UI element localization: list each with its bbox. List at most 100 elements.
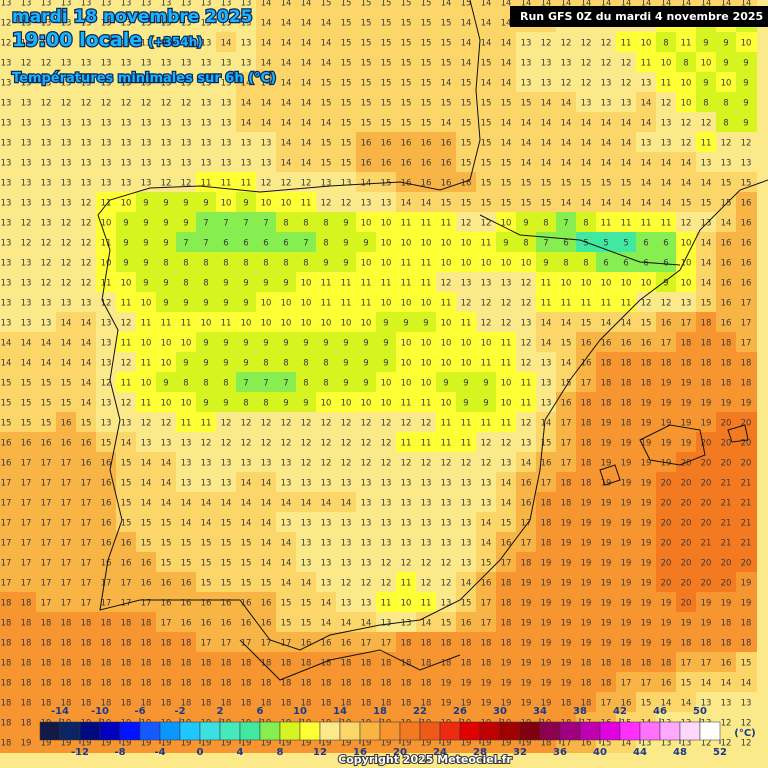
grid-value: 17: [81, 479, 92, 489]
grid-cell: [636, 112, 657, 133]
grid-cell: [256, 252, 277, 273]
grid-cell: [456, 132, 477, 153]
grid-value: 15: [61, 379, 72, 389]
grid-value: 14: [621, 119, 632, 129]
grid-value: 14: [541, 99, 552, 109]
grid-value: 11: [501, 359, 512, 369]
grid-value: 18: [741, 639, 752, 649]
grid-value: 9: [243, 339, 248, 349]
grid-value: 18: [741, 619, 752, 629]
grid-value: 13: [361, 499, 372, 509]
grid-cell: [476, 112, 497, 133]
grid-value: 12: [121, 399, 132, 409]
grid-value: 14: [561, 99, 572, 109]
legend-swatch: [359, 721, 381, 741]
grid-cell: [16, 92, 37, 113]
grid-value: 13: [341, 599, 352, 609]
grid-cell: [516, 212, 537, 233]
legend-swatch: [539, 721, 561, 741]
grid-cell: [36, 252, 57, 273]
grid-cell: [256, 112, 277, 133]
grid-value: 9: [303, 339, 308, 349]
grid-value: 12: [41, 279, 52, 289]
grid-cell: [376, 72, 397, 93]
grid-cell: [476, 272, 497, 293]
grid-value: 18: [21, 719, 32, 729]
legend-swatch: [459, 721, 481, 741]
grid-value: 13: [541, 79, 552, 89]
grid-value: 10: [241, 319, 252, 329]
grid-value: 13: [181, 459, 192, 469]
grid-cell: [76, 272, 97, 293]
grid-value: 12: [621, 59, 632, 69]
grid-value: 14: [301, 79, 312, 89]
grid-value: 12: [361, 579, 372, 589]
grid-cell: [536, 252, 557, 273]
grid-value: 10: [441, 399, 452, 409]
grid-value: 15: [541, 179, 552, 189]
grid-value: 13: [121, 159, 132, 169]
grid-cell: [176, 132, 197, 153]
grid-value: 17: [161, 619, 172, 629]
grid-value: 12: [1, 19, 12, 29]
grid-cell: [536, 92, 557, 113]
grid-cell: [116, 52, 137, 73]
grid-value: 11: [361, 279, 372, 289]
grid-value: 9: [463, 379, 468, 389]
grid-cell: [456, 52, 477, 73]
grid-value: 14: [261, 119, 272, 129]
grid-value: 15: [461, 79, 472, 89]
grid-cell: [316, 132, 337, 153]
grid-cell: [476, 152, 497, 173]
grid-value: 9: [143, 259, 148, 269]
grid-value: 10: [381, 379, 392, 389]
grid-value: 14: [321, 619, 332, 629]
grid-value: 16: [401, 159, 412, 169]
grid-value: 10: [381, 239, 392, 249]
grid-value: 7: [203, 239, 208, 249]
grid-value: 16: [721, 239, 732, 249]
grid-value: 20: [701, 519, 712, 529]
grid-value: 19: [521, 639, 532, 649]
grid-cell: [216, 252, 237, 273]
grid-value: 8: [723, 119, 728, 129]
grid-value: 8: [323, 239, 328, 249]
grid-value: 13: [361, 559, 372, 569]
grid-value: 17: [21, 499, 32, 509]
grid-value: 19: [561, 659, 572, 669]
grid-value: 13: [221, 139, 232, 149]
grid-cell: [616, 272, 637, 293]
grid-cell: [296, 272, 317, 293]
grid-value: 13: [461, 479, 472, 489]
grid-value: 14: [441, 119, 452, 129]
grid-cell: [496, 252, 517, 273]
grid-cell: [56, 112, 77, 133]
grid-value: 13: [201, 139, 212, 149]
grid-value: 10: [401, 379, 412, 389]
legend-label: -2: [174, 706, 185, 717]
grid-value: 11: [421, 219, 432, 229]
grid-value: 18: [81, 619, 92, 629]
grid-value: 15: [501, 199, 512, 209]
grid-cell: [496, 232, 517, 253]
grid-cell: [56, 212, 77, 233]
grid-value: 13: [461, 499, 472, 509]
grid-value: 9: [323, 339, 328, 349]
grid-value: 14: [21, 359, 32, 369]
grid-cell: [196, 112, 217, 133]
grid-value: 19: [601, 499, 612, 509]
grid-value: 12: [401, 559, 412, 569]
grid-value: 18: [261, 659, 272, 669]
grid-cell: [456, 172, 477, 193]
grid-cell: [676, 72, 697, 93]
grid-value: 17: [81, 559, 92, 569]
grid-value: 14: [141, 479, 152, 489]
grid-value: 18: [541, 519, 552, 529]
grid-value: 13: [421, 539, 432, 549]
grid-value: 12: [381, 439, 392, 449]
grid-value: 10: [321, 319, 332, 329]
grid-value: 12: [481, 299, 492, 309]
grid-cell: [316, 92, 337, 113]
grid-value: 17: [41, 499, 52, 509]
